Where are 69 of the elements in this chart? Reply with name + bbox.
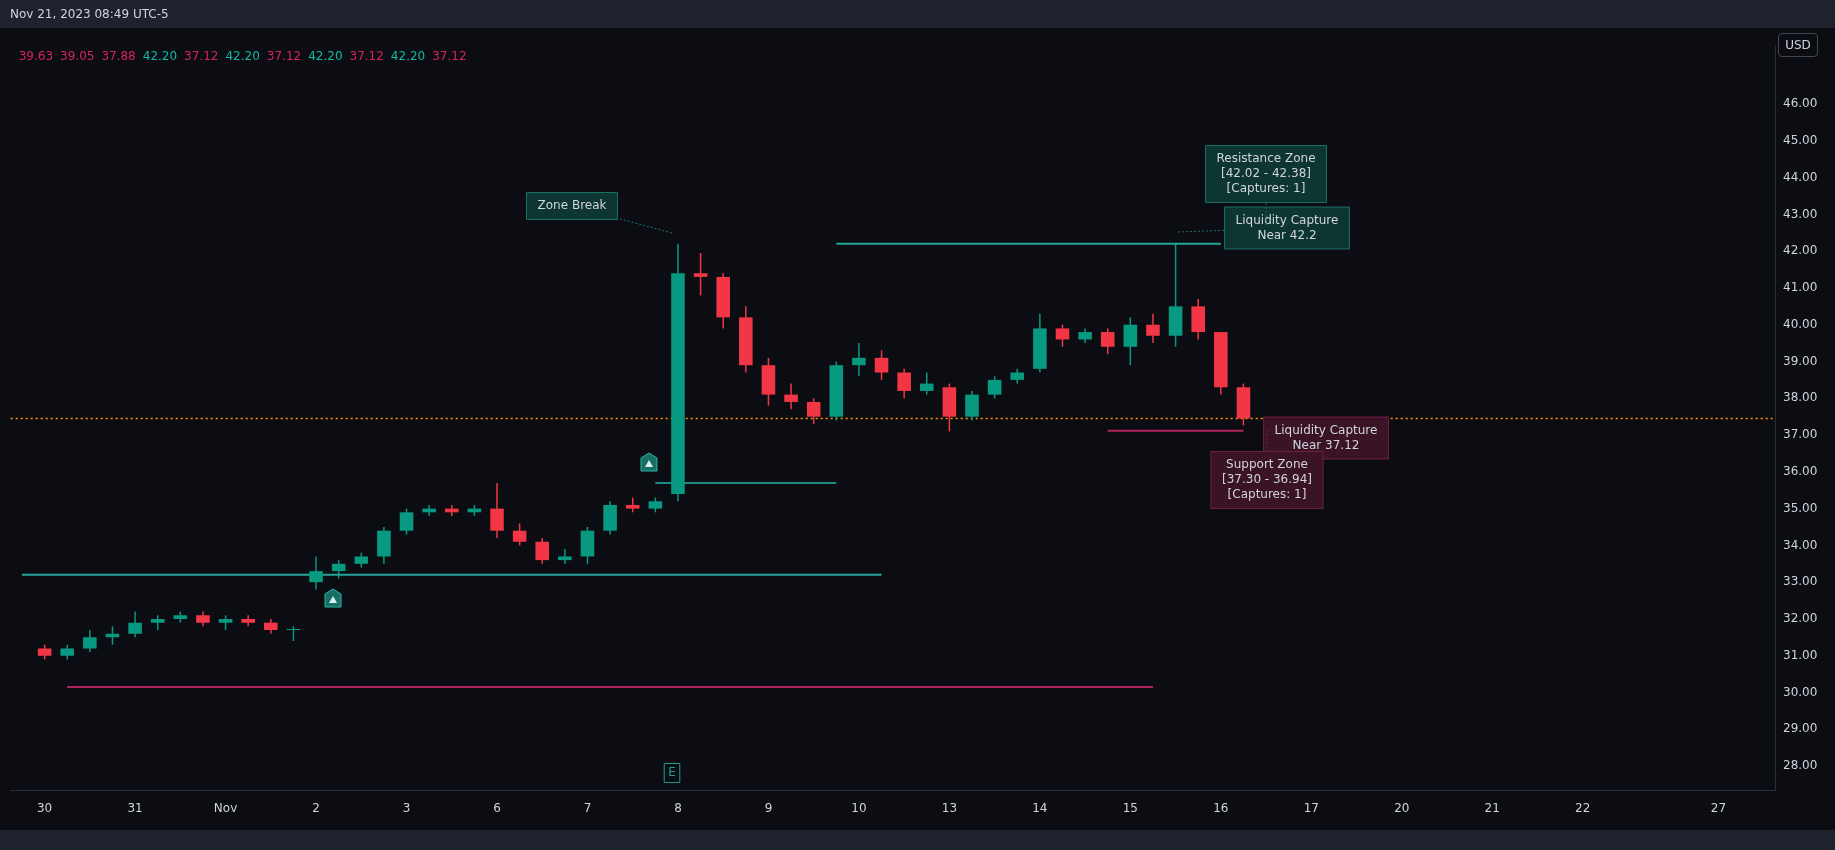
x-tick-label: 3 [402, 801, 411, 816]
candlestick [128, 610, 142, 639]
x-tick-label: 16 [1213, 801, 1229, 816]
candlestick [852, 342, 866, 377]
candlestick [693, 252, 708, 297]
y-tick-label: 34.00 [1783, 537, 1818, 552]
x-tick-label: 17 [1303, 801, 1319, 816]
candlestick [874, 349, 889, 381]
x-tick-label: 20 [1394, 801, 1410, 816]
x-tick-label: 14 [1032, 801, 1048, 816]
x-tick-label: 22 [1575, 801, 1591, 816]
y-tick-label: 41.00 [1783, 280, 1818, 295]
candlestick [965, 390, 979, 422]
annotation: Liquidity Capture Near 37.12 [1274, 422, 1378, 452]
candlestick [1055, 323, 1070, 348]
y-tick-label: 42.00 [1783, 243, 1818, 258]
y-tick-label: 31.00 [1783, 647, 1818, 662]
candlestick [309, 555, 323, 591]
candlestick [1123, 316, 1138, 366]
y-tick-label: 33.00 [1783, 574, 1818, 589]
x-tick-label: 30 [36, 801, 53, 816]
candlestick [399, 507, 414, 536]
y-tick-label: 44.00 [1783, 169, 1818, 184]
text: Nov 21, 2023 08:49 UTC-5 [0, 0, 1835, 28]
candlestick [919, 371, 934, 396]
candlestick [897, 368, 911, 400]
y-tick-label: 30.00 [1783, 684, 1818, 699]
candlestick [1146, 312, 1160, 344]
x-tick-label: 2 [312, 801, 320, 816]
y-tick-label: 32.00 [1783, 611, 1818, 626]
y-tick-label: 29.00 [1783, 721, 1818, 736]
x-tick-label: 6 [493, 801, 501, 816]
candlestick [558, 548, 572, 565]
annotation: Liquidity Capture Near 42.2 [1235, 212, 1339, 242]
text: 39.63 39.05 37.88 42.20 37.12 42.20 37.12 42.20 37.12 42.20 37.12 [18, 49, 467, 64]
y-tick-label: 39.00 [1783, 353, 1818, 368]
y-tick-label: 28.00 [1783, 758, 1818, 773]
x-tick-label: 21 [1484, 801, 1500, 816]
candlestick [83, 629, 97, 653]
y-tick-label: 40.00 [1783, 316, 1818, 331]
x-tick-label: 27 [1710, 801, 1727, 816]
candlestick [1100, 327, 1115, 355]
x-tick-label: 7 [583, 801, 592, 816]
x-tick-label: 8 [674, 801, 682, 816]
x-tick-label: 10 [851, 801, 867, 816]
annotation: E [668, 765, 676, 780]
y-tick-label: 45.00 [1783, 132, 1818, 147]
text: USD [1778, 33, 1818, 57]
x-tick-label: 15 [1122, 801, 1138, 816]
candlestick [987, 375, 1002, 400]
candlestick [806, 397, 821, 425]
candlestick [784, 382, 798, 411]
annotation: Resistance Zone [42.02 - 42.38] [Captures: 1] [1216, 151, 1316, 196]
y-tick-label: 38.00 [1783, 390, 1818, 405]
x-tick-label: 13 [941, 801, 958, 816]
y-tick-label: 36.00 [1783, 463, 1818, 478]
candlestick [535, 537, 550, 565]
candlestick [331, 559, 346, 580]
y-tick-label: 43.00 [1783, 206, 1818, 221]
y-tick-label: 46.00 [1783, 96, 1818, 111]
x-tick-label: Nov [213, 801, 238, 816]
x-tick-label: 9 [764, 801, 773, 816]
y-tick-label: 37.00 [1783, 427, 1818, 442]
annotation: Support Zone [37.30 - 36.94] [Captures: 1] [1221, 457, 1313, 502]
candlestick [490, 482, 504, 539]
x-tick-label: 31 [127, 801, 143, 816]
candlestick [512, 522, 527, 547]
y-tick-label: 35.00 [1783, 500, 1818, 515]
annotation: Zone Break [537, 198, 607, 213]
